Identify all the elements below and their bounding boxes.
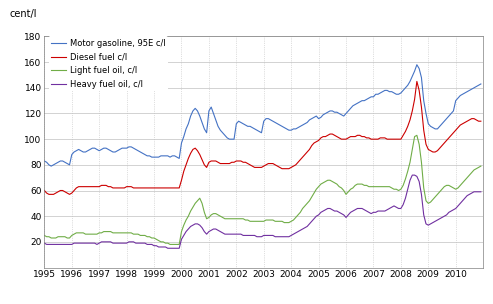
Diesel fuel c/l	[318, 136, 324, 140]
Motor gasoline, 95E c/l	[48, 164, 54, 168]
Light fuel oil, c/l	[318, 182, 324, 186]
Line: Motor gasoline, 95E c/l: Motor gasoline, 95E c/l	[44, 65, 481, 166]
Light fuel oil, c/l	[167, 243, 173, 246]
Light fuel oil, c/l	[220, 216, 226, 219]
Motor gasoline, 95E c/l	[96, 149, 102, 153]
Diesel fuel c/l	[46, 192, 52, 196]
Heavy fuel oil, c/l	[94, 243, 100, 246]
Light fuel oil, c/l	[41, 233, 47, 237]
Light fuel oil, c/l	[94, 232, 100, 236]
Diesel fuel c/l	[96, 185, 102, 188]
Diesel fuel c/l	[293, 163, 299, 167]
Line: Light fuel oil, c/l: Light fuel oil, c/l	[44, 135, 481, 244]
Light fuel oil, c/l	[293, 216, 299, 219]
Heavy fuel oil, c/l	[293, 231, 299, 235]
Heavy fuel oil, c/l	[263, 233, 269, 237]
Text: cent/l: cent/l	[10, 9, 37, 19]
Motor gasoline, 95E c/l	[41, 159, 47, 163]
Light fuel oil, c/l	[224, 217, 230, 221]
Motor gasoline, 95E c/l	[414, 63, 420, 67]
Diesel fuel c/l	[478, 119, 484, 123]
Heavy fuel oil, c/l	[318, 210, 324, 214]
Motor gasoline, 95E c/l	[263, 117, 269, 120]
Motor gasoline, 95E c/l	[224, 136, 230, 140]
Motor gasoline, 95E c/l	[318, 116, 324, 119]
Diesel fuel c/l	[414, 80, 420, 83]
Line: Heavy fuel oil, c/l: Heavy fuel oil, c/l	[44, 175, 481, 248]
Motor gasoline, 95E c/l	[293, 127, 299, 131]
Diesel fuel c/l	[41, 189, 47, 192]
Diesel fuel c/l	[224, 162, 230, 165]
Heavy fuel oil, c/l	[220, 231, 226, 235]
Heavy fuel oil, c/l	[41, 241, 47, 245]
Diesel fuel c/l	[220, 162, 226, 165]
Heavy fuel oil, c/l	[224, 232, 230, 236]
Light fuel oil, c/l	[478, 164, 484, 168]
Motor gasoline, 95E c/l	[220, 131, 226, 135]
Motor gasoline, 95E c/l	[478, 82, 484, 86]
Line: Diesel fuel c/l: Diesel fuel c/l	[44, 81, 481, 194]
Diesel fuel c/l	[263, 163, 269, 167]
Heavy fuel oil, c/l	[165, 247, 171, 250]
Light fuel oil, c/l	[263, 218, 269, 222]
Heavy fuel oil, c/l	[478, 190, 484, 194]
Legend: Motor gasoline, 95E c/l, Diesel fuel c/l, Light fuel oil, c/l, Heavy fuel oil, c: Motor gasoline, 95E c/l, Diesel fuel c/l…	[49, 36, 168, 91]
Light fuel oil, c/l	[414, 133, 420, 137]
Heavy fuel oil, c/l	[409, 173, 415, 177]
